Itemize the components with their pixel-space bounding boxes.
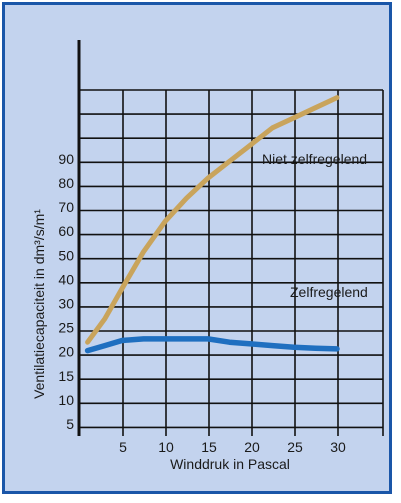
grid	[77, 40, 384, 436]
x-tick-label: 20	[244, 439, 260, 455]
y-tick-label: 20	[58, 344, 74, 360]
x-tick-label: 15	[201, 439, 217, 455]
y-tick-label: 10	[58, 392, 74, 408]
x-axis-label: Winddruk in Pascal	[170, 456, 290, 472]
y-axis-label: Ventilatiecapaciteit in dm³/s/m¹	[31, 209, 47, 399]
series-line-zelfregelend	[84, 336, 340, 354]
x-tick-label: 25	[287, 439, 303, 455]
chart-panel	[2, 2, 392, 494]
x-tick-labels: 5 10 15 20 25 30	[119, 439, 346, 455]
y-tick-label: 50	[58, 247, 74, 263]
y-tick-label: 15	[58, 368, 74, 384]
y-tick-label: 70	[58, 199, 74, 215]
x-tick-label: 5	[119, 439, 127, 455]
series-label-niet-zelfregelend: Niet zelfregelend	[262, 151, 367, 167]
x-tick-label: 10	[158, 439, 174, 455]
series-line-niet-zelfregelend	[85, 95, 340, 345]
y-tick-labels: 5 10 15 20 25 30 40 50 60 70 80 90	[58, 151, 74, 432]
y-tick-label: 5	[66, 416, 74, 432]
y-tick-label: 40	[58, 271, 74, 287]
y-tick-label: 25	[58, 320, 74, 336]
y-tick-label: 30	[58, 296, 74, 312]
y-tick-label: 80	[58, 175, 74, 191]
series-label-zelfregelend: Zelfregelend	[290, 284, 368, 300]
y-tick-label: 60	[58, 223, 74, 239]
series-lines	[84, 95, 340, 354]
x-tick-label: 30	[330, 439, 346, 455]
y-tick-label: 90	[58, 151, 74, 167]
